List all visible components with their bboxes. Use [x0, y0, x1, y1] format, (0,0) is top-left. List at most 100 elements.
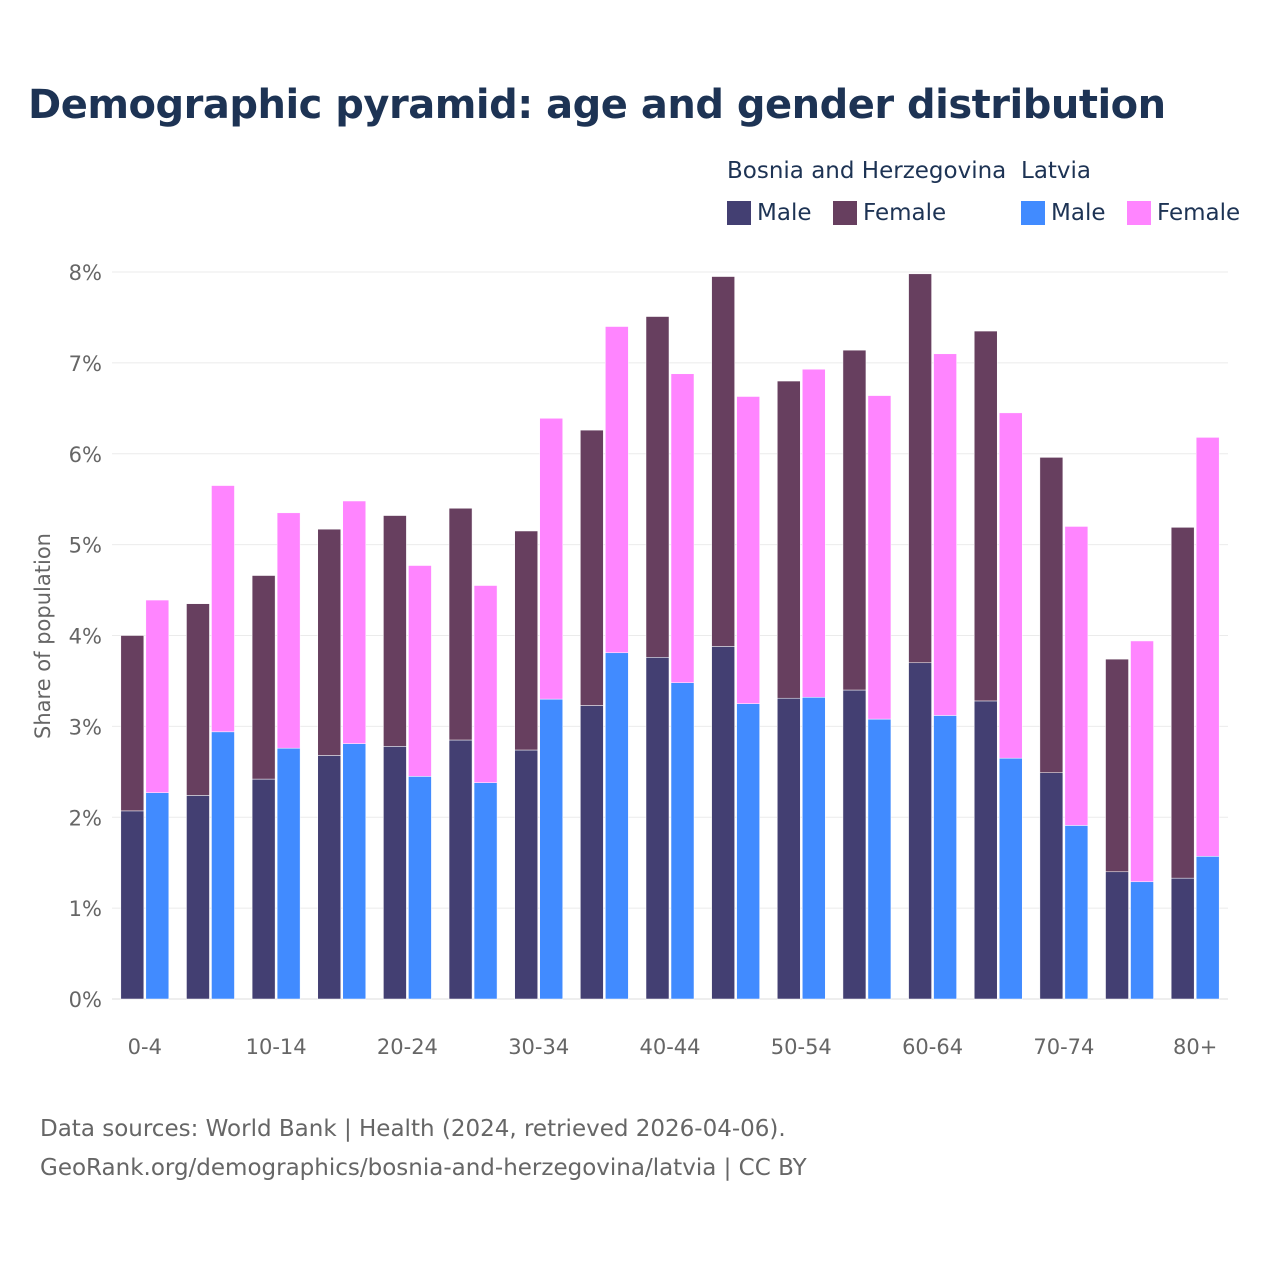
bar-bosnia-and-herzegovina-male: 40-44 Male: 3.76% — [645, 657, 670, 1000]
bar-latvia-male: 50-54 Male: 3.32% — [802, 697, 826, 1000]
bar-bosnia-and-herzegovina-female: 10-14 Female: 2.24% — [251, 575, 276, 780]
footer-link[interactable]: GeoRank.org/demographics/bosnia-and-herz… — [40, 1155, 807, 1181]
bar-bosnia-and-herzegovina-female: 80+ Female: 3.86% — [1170, 527, 1195, 879]
bar-bosnia-and-herzegovina-male: 15-19 Male: 2.68% — [317, 755, 342, 1000]
y-tick-label: 8% — [69, 261, 102, 285]
bar-bosnia-and-herzegovina-female: 45-49 Female: 4.07% — [711, 276, 735, 647]
legend-item-latvia-female[interactable]: Female — [1127, 200, 1240, 226]
bar-latvia-female: 45-49 Female: 3.38% — [736, 396, 760, 704]
bar-bosnia-and-herzegovina-female: 30-34 Female: 2.41% — [514, 530, 538, 751]
bar-latvia-female: 0-4 Female: 2.12% — [145, 599, 170, 793]
legend-label: Female — [863, 200, 947, 226]
y-axis-label: Share of population — [31, 533, 55, 739]
bar-latvia-female: 60-64 Female: 3.98% — [933, 353, 957, 716]
bar-latvia-male: 65-69 Male: 2.65% — [998, 757, 1023, 1000]
bar-bosnia-and-herzegovina-male: 45-49 Male: 3.88% — [711, 646, 735, 1000]
bar-bosnia-and-herzegovina-male: 60-64 Male: 3.7% — [908, 662, 932, 1000]
bar-latvia-male: 20-24 Male: 2.45% — [408, 776, 432, 1000]
bar-bosnia-and-herzegovina-female: 60-64 Female: 4.28% — [908, 273, 932, 664]
bar-bosnia-and-herzegovina-male: 35-39 Male: 3.23% — [580, 705, 604, 1000]
y-tick-label: 5% — [69, 534, 102, 558]
bar-latvia-male: 30-34 Male: 3.3% — [539, 698, 563, 1000]
bar-bosnia-and-herzegovina-male: 5-9 Male: 2.24% — [186, 795, 210, 1000]
bar-latvia-male: 80+ Male: 1.57% — [1195, 856, 1220, 1000]
bar-latvia-male: 75-79 Male: 1.29% — [1130, 881, 1154, 1000]
legend-item-bosnia-female[interactable]: Female — [833, 200, 946, 226]
y-tick-label: 1% — [69, 897, 102, 921]
chart-title: Demographic pyramid: age and gender dist… — [28, 82, 1166, 128]
bar-bosnia-and-herzegovina-male: 25-29 Male: 2.85% — [448, 739, 473, 1000]
x-tick-label: 70-74 — [1033, 1035, 1094, 1059]
bar-latvia-male: 0-4 Male: 2.27% — [145, 792, 170, 1000]
bar-bosnia-and-herzegovina-male: 20-24 Male: 2.78% — [383, 746, 407, 1000]
legend-label: Male — [757, 200, 812, 226]
legend-swatch — [833, 201, 857, 225]
bar-bosnia-and-herzegovina-male: 30-34 Male: 2.74% — [514, 749, 538, 1000]
footer-source: Data sources: World Bank | Health (2024,… — [40, 1116, 786, 1142]
bar-latvia-male: 15-19 Male: 2.81% — [342, 743, 367, 1000]
bar-latvia-male: 60-64 Male: 3.12% — [933, 715, 957, 1000]
y-tick-label: 3% — [69, 715, 102, 739]
bar-bosnia-and-herzegovina-female: 20-24 Female: 2.54% — [383, 515, 407, 747]
x-tick-label: 80+ — [1173, 1035, 1217, 1059]
x-tick-label: 10-14 — [246, 1035, 307, 1059]
bar-latvia-female: 55-59 Female: 3.56% — [867, 395, 892, 720]
bar-bosnia-and-herzegovina-male: 10-14 Male: 2.42% — [251, 778, 276, 1000]
legend-group-bosnia: Bosnia and Herzegovina — [727, 158, 1007, 184]
x-tick-label: 0-4 — [128, 1035, 162, 1059]
y-tick-label: 7% — [69, 352, 102, 376]
bar-bosnia-and-herzegovina-female: 55-59 Female: 3.74% — [842, 349, 867, 691]
bar-bosnia-and-herzegovina-female: 5-9 Female: 2.11% — [186, 603, 210, 796]
bar-bosnia-and-herzegovina-female: 75-79 Female: 2.34% — [1105, 658, 1129, 873]
legend-label: Male — [1051, 200, 1106, 226]
y-tick-label: 0% — [69, 988, 102, 1012]
bar-latvia-male: 70-74 Male: 1.91% — [1064, 825, 1089, 1000]
legend-label: Female — [1157, 200, 1241, 226]
bar-bosnia-and-herzegovina-female: 15-19 Female: 2.49% — [317, 528, 342, 756]
legend-swatch — [1127, 201, 1151, 225]
bar-latvia-female: 10-14 Female: 2.59% — [276, 512, 301, 749]
bar-latvia-male: 35-39 Male: 3.81% — [605, 652, 629, 1000]
x-tick-label: 60-64 — [902, 1035, 963, 1059]
bar-latvia-female: 20-24 Female: 2.32% — [408, 565, 432, 777]
bar-latvia-female: 30-34 Female: 3.09% — [539, 418, 563, 700]
y-tick-label: 4% — [69, 625, 102, 649]
bar-bosnia-and-herzegovina-male: 80+ Male: 1.33% — [1170, 877, 1195, 1000]
legend-swatch — [1021, 201, 1045, 225]
bar-latvia-male: 5-9 Male: 2.94% — [211, 731, 235, 1000]
x-tick-label: 40-44 — [639, 1035, 700, 1059]
bar-bosnia-and-herzegovina-female: 40-44 Female: 3.75% — [645, 316, 670, 658]
bar-latvia-male: 55-59 Male: 3.08% — [867, 718, 892, 1000]
bar-latvia-female: 70-74 Female: 3.29% — [1064, 526, 1089, 826]
legend-group-latvia: Latvia — [1021, 158, 1092, 184]
bar-bosnia-and-herzegovina-male: 50-54 Male: 3.31% — [777, 697, 801, 1000]
bar-latvia-female: 35-39 Female: 3.59% — [605, 326, 629, 654]
x-tick-label: 30-34 — [508, 1035, 569, 1059]
bar-bosnia-and-herzegovina-female: 35-39 Female: 3.03% — [580, 429, 604, 706]
bar-bosnia-and-herzegovina-female: 50-54 Female: 3.49% — [777, 380, 801, 699]
bar-latvia-female: 50-54 Female: 3.61% — [802, 368, 826, 698]
bar-latvia-female: 40-44 Female: 3.4% — [670, 373, 695, 684]
bar-bosnia-and-herzegovina-male: 75-79 Male: 1.4% — [1105, 871, 1129, 1000]
bar-bosnia-and-herzegovina-male: 65-69 Male: 3.28% — [973, 700, 998, 1000]
bar-latvia-female: 25-29 Female: 2.17% — [473, 585, 498, 783]
bar-latvia-female: 65-69 Female: 3.8% — [998, 412, 1023, 759]
y-tick-label: 2% — [69, 806, 102, 830]
bar-latvia-male: 40-44 Male: 3.48% — [670, 682, 695, 1000]
bar-bosnia-and-herzegovina-female: 65-69 Female: 4.07% — [973, 330, 998, 702]
bar-bosnia-and-herzegovina-female: 70-74 Female: 3.47% — [1039, 457, 1064, 773]
x-tick-label: 50-54 — [771, 1035, 832, 1059]
bar-latvia-female: 15-19 Female: 2.67% — [342, 500, 367, 744]
bar-bosnia-and-herzegovina-male: 0-4 Male: 2.07% — [120, 810, 145, 1000]
bar-bosnia-and-herzegovina-male: 70-74 Male: 2.49% — [1039, 772, 1064, 1000]
legend-item-bosnia-male[interactable]: Male — [727, 200, 811, 226]
legend-swatch — [727, 201, 751, 225]
bar-bosnia-and-herzegovina-female: 25-29 Female: 2.55% — [448, 508, 473, 741]
legend-item-latvia-male[interactable]: Male — [1021, 200, 1105, 226]
bar-latvia-female: 5-9 Female: 2.71% — [211, 485, 235, 733]
bar-latvia-male: 25-29 Male: 2.38% — [473, 782, 498, 1000]
bar-bosnia-and-herzegovina-female: 0-4 Female: 1.93% — [120, 635, 145, 812]
y-tick-label: 6% — [69, 443, 102, 467]
